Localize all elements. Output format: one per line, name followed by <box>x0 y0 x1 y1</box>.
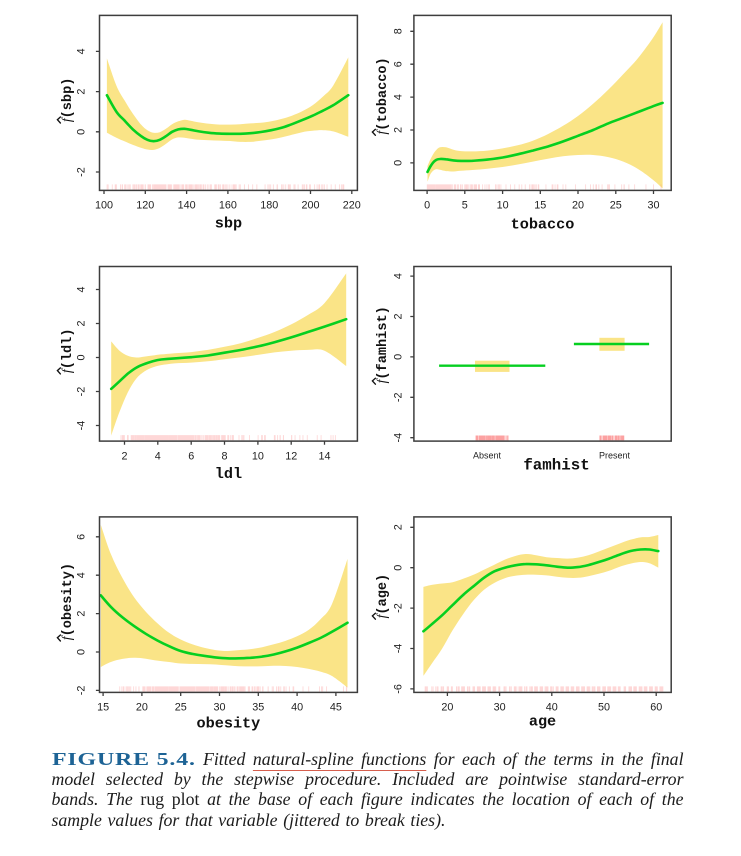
svg-text:sbp: sbp <box>215 215 242 233</box>
svg-text:-2: -2 <box>392 603 404 613</box>
svg-text:120: 120 <box>136 200 154 212</box>
svg-text:2: 2 <box>76 89 88 95</box>
svg-text:60: 60 <box>650 702 662 714</box>
svg-text:4: 4 <box>76 286 88 292</box>
svg-text:f(tobacco): f(tobacco) <box>374 57 391 134</box>
svg-text:0: 0 <box>392 160 404 166</box>
svg-text:20: 20 <box>441 702 453 714</box>
svg-text:2: 2 <box>392 127 404 133</box>
svg-text:6: 6 <box>76 534 88 540</box>
svg-text:2: 2 <box>392 313 404 319</box>
svg-text:200: 200 <box>301 200 319 212</box>
svg-text:-2: -2 <box>76 167 88 177</box>
svg-text:4: 4 <box>76 48 88 54</box>
svg-text:-2: -2 <box>76 387 88 397</box>
svg-text:25: 25 <box>610 200 622 212</box>
svg-text:35: 35 <box>252 702 264 714</box>
svg-text:2: 2 <box>76 611 88 617</box>
svg-text:f(famhist): f(famhist) <box>374 306 391 383</box>
svg-text:0: 0 <box>392 354 404 360</box>
svg-text:age: age <box>529 713 556 731</box>
svg-text:f(obesity): f(obesity) <box>59 563 76 640</box>
svg-text:f(sbp): f(sbp) <box>59 78 76 123</box>
svg-text:2: 2 <box>121 450 127 462</box>
svg-text:0: 0 <box>424 200 430 212</box>
svg-text:30: 30 <box>494 702 506 714</box>
svg-text:8: 8 <box>221 450 227 462</box>
svg-text:180: 180 <box>260 200 278 212</box>
svg-text:14: 14 <box>318 450 330 462</box>
svg-text:50: 50 <box>598 702 610 714</box>
svg-text:-2: -2 <box>392 392 404 402</box>
svg-text:Present: Present <box>599 451 631 461</box>
svg-text:25: 25 <box>175 702 187 714</box>
svg-text:100: 100 <box>95 200 113 212</box>
svg-text:f(ldl): f(ldl) <box>59 329 76 374</box>
svg-text:4: 4 <box>155 450 161 462</box>
svg-text:6: 6 <box>392 61 404 67</box>
svg-text:0: 0 <box>76 129 88 135</box>
svg-text:45: 45 <box>330 702 342 714</box>
svg-text:5: 5 <box>462 200 468 212</box>
svg-text:10: 10 <box>252 450 264 462</box>
svg-text:20: 20 <box>572 200 584 212</box>
svg-text:8: 8 <box>392 28 404 34</box>
svg-text:f(age): f(age) <box>374 574 391 619</box>
svg-text:Absent: Absent <box>473 451 502 461</box>
svg-text:6: 6 <box>188 450 194 462</box>
svg-text:tobacco: tobacco <box>511 216 575 234</box>
svg-text:40: 40 <box>546 702 558 714</box>
svg-text:4: 4 <box>392 94 404 100</box>
svg-text:0: 0 <box>76 354 88 360</box>
svg-text:-2: -2 <box>76 686 88 696</box>
svg-text:30: 30 <box>647 200 659 212</box>
svg-text:-6: -6 <box>392 684 404 694</box>
svg-text:20: 20 <box>136 702 148 714</box>
svg-text:4: 4 <box>392 273 404 279</box>
svg-text:10: 10 <box>497 200 509 212</box>
svg-text:4: 4 <box>76 572 88 578</box>
svg-text:160: 160 <box>219 200 237 212</box>
svg-text:0: 0 <box>392 565 404 571</box>
svg-text:220: 220 <box>343 200 361 212</box>
svg-text:-4: -4 <box>392 644 404 654</box>
svg-text:15: 15 <box>534 200 546 212</box>
svg-text:140: 140 <box>178 200 196 212</box>
svg-text:2: 2 <box>392 524 404 530</box>
svg-text:famhist: famhist <box>523 457 589 475</box>
svg-text:ldl: ldl <box>215 465 242 483</box>
svg-text:obesity: obesity <box>196 715 260 733</box>
svg-text:2: 2 <box>76 320 88 326</box>
svg-text:-4: -4 <box>76 421 88 431</box>
svg-text:-4: -4 <box>392 433 404 443</box>
svg-text:30: 30 <box>213 702 225 714</box>
svg-text:15: 15 <box>97 702 109 714</box>
svg-text:40: 40 <box>291 702 303 714</box>
svg-text:12: 12 <box>285 450 297 462</box>
svg-text:0: 0 <box>76 649 88 655</box>
